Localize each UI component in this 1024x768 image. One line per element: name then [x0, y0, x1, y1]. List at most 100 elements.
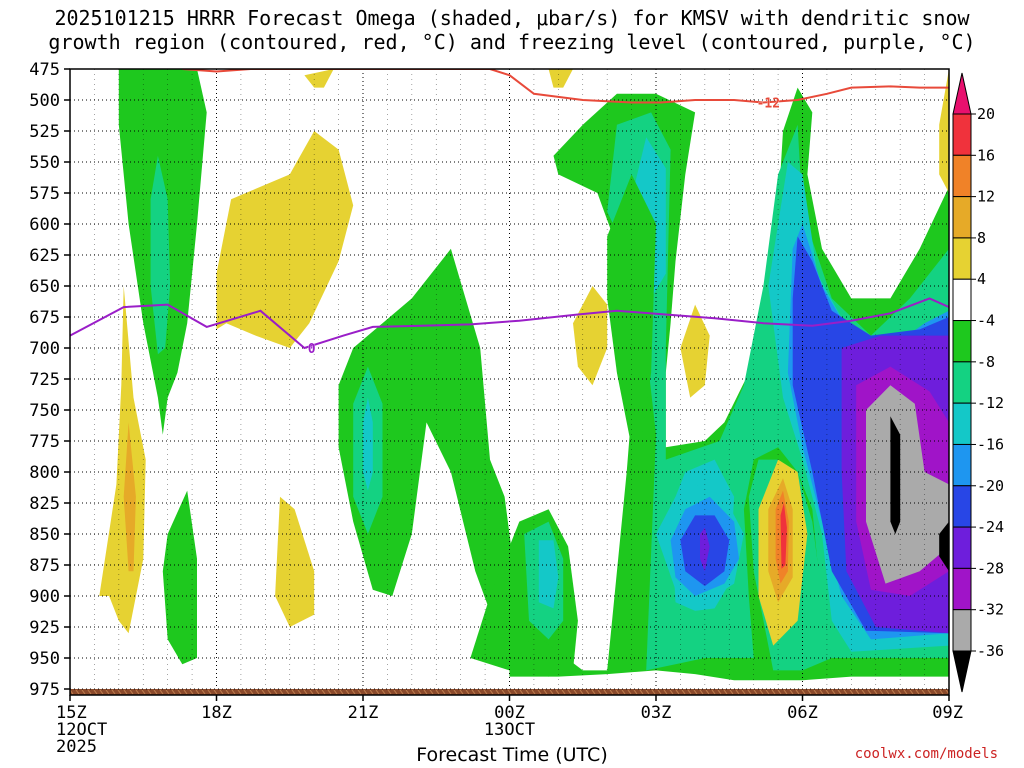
ground-hatch — [663, 689, 668, 695]
ground-hatch — [921, 689, 926, 695]
omega-region-21 — [607, 174, 656, 472]
ground-hatch — [165, 689, 170, 695]
ground-hatch — [81, 689, 86, 695]
colorbar-label: 8 — [977, 229, 986, 247]
y-tick-label: 775 — [29, 432, 60, 452]
ground-hatch — [99, 689, 104, 695]
y-tick-label: 825 — [29, 494, 60, 514]
ground-hatch — [93, 689, 98, 695]
ground-hatch — [513, 689, 518, 695]
y-tick-label: 925 — [29, 618, 60, 638]
ground-hatch — [459, 689, 464, 695]
colorbar-segment — [952, 237, 972, 280]
omega-region-3 — [338, 248, 525, 671]
colorbar-label: -8 — [977, 353, 995, 371]
ground-hatch — [363, 689, 368, 695]
x-tick-label: 00Z — [494, 703, 525, 723]
colorbar-segment — [952, 526, 972, 569]
ground-hatch — [351, 689, 356, 695]
omega-region-38 — [780, 503, 787, 569]
y-tick-label: 650 — [29, 277, 60, 297]
credit-text: coolwx.com/models — [854, 746, 998, 762]
x-tick-label: 03Z — [641, 703, 672, 723]
ground-hatch — [927, 689, 932, 695]
ground-hatch — [933, 689, 938, 695]
colorbar-segment — [952, 567, 972, 611]
ground-hatch — [825, 689, 830, 695]
omega-region-31 — [275, 496, 315, 627]
title-line-1: 2025101215 HRRR Forecast Omega (shaded, … — [54, 6, 970, 30]
ground-hatch — [147, 689, 152, 695]
ground-hatch — [87, 689, 92, 695]
colorbar-segment — [952, 485, 972, 528]
colorbar-segment — [952, 443, 972, 487]
colorbar-label: 16 — [977, 146, 995, 164]
ground-hatch — [219, 689, 224, 695]
colorbar-segment — [952, 402, 972, 445]
omega-region-8 — [538, 540, 559, 609]
y-tick-label: 600 — [29, 215, 60, 235]
ground-hatch — [297, 689, 302, 695]
ground-hatch — [249, 689, 254, 695]
y-tick-label: 950 — [29, 649, 60, 669]
ground-hatch — [423, 689, 428, 695]
ground-hatch — [207, 689, 212, 695]
ground-hatch — [567, 689, 572, 695]
colorbar-label: -36 — [977, 642, 1004, 660]
ground-hatch — [399, 689, 404, 695]
omega-region-34 — [680, 304, 710, 398]
ground-hatch — [759, 689, 764, 695]
ground-hatch — [525, 689, 530, 695]
x-axis-label: Forecast Time (UTC) — [416, 744, 608, 766]
ground-hatch — [843, 689, 848, 695]
ground-hatch — [813, 689, 818, 695]
ground-hatch — [129, 689, 134, 695]
ground-hatch — [717, 689, 722, 695]
colorbar: 20 16 12 8 4 -4 -8 -12 -16 -20 -24 -28 -32 -36 — [952, 72, 1004, 693]
colorbar-top-arrow — [952, 72, 972, 115]
ground-hatch — [939, 689, 944, 695]
x-tick-label: 18Z — [201, 703, 232, 723]
ground-hatch — [159, 689, 164, 695]
x-tick-label: 21Z — [348, 703, 379, 723]
ground-hatch — [633, 689, 638, 695]
ground-hatch — [675, 689, 680, 695]
ground-hatch — [687, 689, 692, 695]
ground-hatch — [909, 689, 914, 695]
contour-lines: -12 0 — [70, 69, 949, 357]
y-tick-label: 625 — [29, 246, 60, 266]
y-tick-label: 500 — [29, 91, 60, 111]
omega-region-5 — [363, 397, 373, 491]
y-tick-label: 900 — [29, 587, 60, 607]
y-tick-label: 800 — [29, 463, 60, 483]
omega-region-19 — [890, 416, 901, 534]
colorbar-label: -32 — [977, 601, 1004, 619]
ground-hatch — [153, 689, 158, 695]
ground-hatch — [801, 689, 806, 695]
ground-hatch — [585, 689, 590, 695]
ground-hatch — [735, 689, 740, 695]
ground-hatch — [579, 689, 584, 695]
ground-hatch — [237, 689, 242, 695]
y-tick-label: 550 — [29, 153, 60, 173]
ground-hatch — [381, 689, 386, 695]
ground-hatch — [903, 689, 908, 695]
ground-hatch — [501, 689, 506, 695]
ground-hatch — [339, 689, 344, 695]
ground-hatch — [609, 689, 614, 695]
ground-hatch — [867, 689, 872, 695]
colorbar-bottom-arrow — [952, 650, 972, 693]
ground-hatch — [537, 689, 542, 695]
colorbar-label: 20 — [977, 105, 995, 123]
ground-hatch — [75, 689, 80, 695]
ground-hatch — [291, 689, 296, 695]
ground-hatch — [333, 689, 338, 695]
ground-hatch — [123, 689, 128, 695]
y-axis-ticks: 475 500 525 550 575 600 625 650 675 700 725 750 775 8… — [29, 60, 70, 700]
ground-hatch — [327, 689, 332, 695]
ground-hatch — [555, 689, 560, 695]
ground-hatch — [267, 689, 272, 695]
omega-region-30 — [304, 69, 334, 88]
colorbar-label: -16 — [977, 435, 1004, 453]
